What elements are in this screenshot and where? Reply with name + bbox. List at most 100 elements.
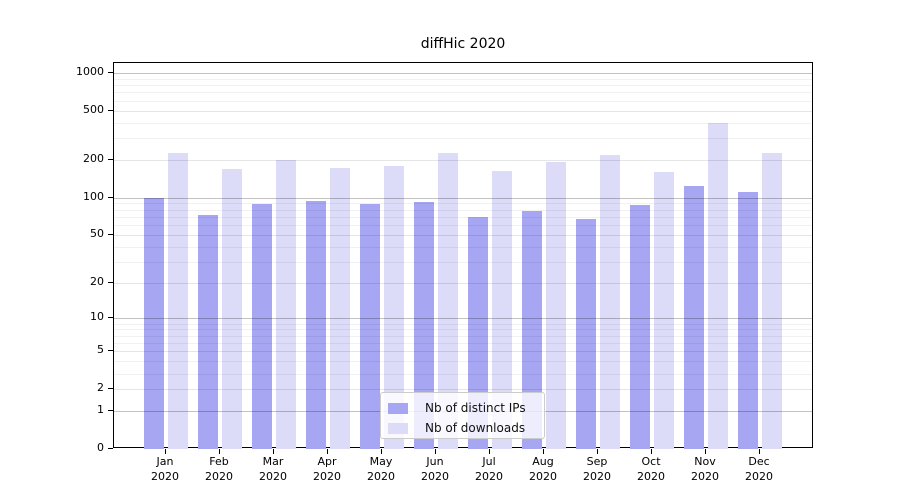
gridline [114, 262, 812, 264]
bars-layer [114, 63, 812, 449]
x-tick-label: Feb 2020 [205, 455, 233, 483]
y-tick-label: 2 [97, 381, 104, 395]
bar-distinct-ips [576, 219, 596, 449]
x-tick-mark [435, 449, 436, 454]
bar-distinct-ips [684, 185, 704, 449]
gridline [114, 389, 812, 391]
gridline [114, 335, 812, 337]
x-tick-mark [597, 449, 598, 454]
bar-downloads [492, 171, 512, 449]
chart-title: diffHic 2020 [420, 36, 506, 52]
legend-label-distinct-ips: Nb of distinct IPs [425, 401, 526, 415]
x-tick-label: Nov 2020 [691, 455, 719, 483]
y-tick-label: 1 [97, 403, 104, 417]
bar-downloads [168, 153, 188, 449]
x-tick-mark [273, 449, 274, 454]
gridline [114, 318, 812, 320]
y-tick-mark [108, 350, 113, 352]
x-tick-label: Jul 2020 [475, 455, 503, 483]
x-tick-label: May 2020 [367, 455, 395, 483]
y-tick-mark [108, 317, 113, 319]
gridline [114, 373, 812, 375]
legend-label-downloads: Nb of downloads [425, 421, 526, 435]
gridline [114, 216, 812, 218]
x-tick-label: Sep 2020 [583, 455, 611, 483]
gridline [114, 323, 812, 325]
gridline [114, 329, 812, 331]
x-tick-mark [543, 449, 544, 454]
x-tick-mark [327, 449, 328, 454]
gridline [114, 160, 812, 162]
bar-distinct-ips [360, 204, 380, 449]
bar-distinct-ips [414, 202, 434, 449]
gridline [114, 361, 812, 363]
x-tick-mark [651, 449, 652, 454]
grid-layer [114, 63, 812, 447]
x-tick-mark [219, 449, 220, 454]
y-tick-mark [108, 196, 113, 198]
y-tick-label: 10 [90, 310, 104, 324]
gridline [114, 203, 812, 205]
x-tick-label: Apr 2020 [313, 455, 341, 483]
x-tick-label: Oct 2020 [637, 455, 665, 483]
bar-downloads [276, 159, 296, 449]
y-tick-mark [108, 233, 113, 235]
y-tick-mark [108, 282, 113, 284]
x-tick-mark [381, 449, 382, 454]
legend-swatch-downloads [388, 422, 408, 434]
y-tick-label: 1000 [76, 64, 104, 78]
gridline [114, 122, 812, 124]
x-tick-label: Mar 2020 [259, 455, 287, 483]
bar-downloads [600, 155, 620, 449]
x-tick-mark [489, 449, 490, 454]
x-tick-mark [759, 449, 760, 454]
bar-distinct-ips [198, 215, 218, 449]
legend-swatch-distinct-ips [388, 402, 408, 414]
gridline [114, 343, 812, 345]
bar-distinct-ips [630, 204, 650, 449]
gridline [114, 351, 812, 353]
x-tick-label: Jun 2020 [421, 455, 449, 483]
bar-downloads [708, 122, 728, 449]
y-tick-mark [108, 448, 113, 449]
bar-downloads [330, 168, 350, 449]
bar-distinct-ips [468, 216, 488, 449]
bar-distinct-ips [252, 204, 272, 449]
y-tick-label: 200 [83, 152, 104, 166]
y-tick-label: 0 [97, 441, 104, 454]
y-tick-label: 5 [97, 343, 104, 357]
bar-downloads [546, 161, 566, 449]
gridline [114, 138, 812, 140]
gridline [114, 197, 812, 199]
y-tick-label: 500 [83, 102, 104, 116]
bar-downloads [438, 153, 458, 449]
bar-downloads [222, 169, 242, 449]
y-tick-mark [108, 109, 113, 111]
gridline [114, 92, 812, 94]
x-tick-mark [165, 449, 166, 454]
y-tick-mark [108, 71, 113, 73]
legend: Nb of distinct IPs Nb of downloads [380, 392, 545, 439]
bar-distinct-ips [144, 197, 164, 449]
y-tick-label: 50 [90, 226, 104, 240]
gridline [114, 110, 812, 112]
bar-downloads [762, 153, 782, 449]
legend-row-downloads: Nb of downloads [381, 418, 544, 438]
x-tick-mark [705, 449, 706, 454]
gridline [114, 72, 812, 74]
x-tick-label: Aug 2020 [529, 455, 557, 483]
gridline [114, 209, 812, 211]
gridline [114, 85, 812, 87]
x-tick-label: Dec 2020 [745, 455, 773, 483]
gridline [114, 283, 812, 285]
bar-distinct-ips [522, 211, 542, 449]
gridline [114, 78, 812, 80]
y-tick-mark [108, 388, 113, 390]
y-tick-mark [108, 159, 113, 161]
gridline [114, 100, 812, 102]
gridline [114, 225, 812, 227]
bar-downloads [654, 172, 674, 449]
bar-downloads [384, 166, 404, 449]
bar-distinct-ips [306, 201, 326, 449]
gridline [114, 234, 812, 236]
